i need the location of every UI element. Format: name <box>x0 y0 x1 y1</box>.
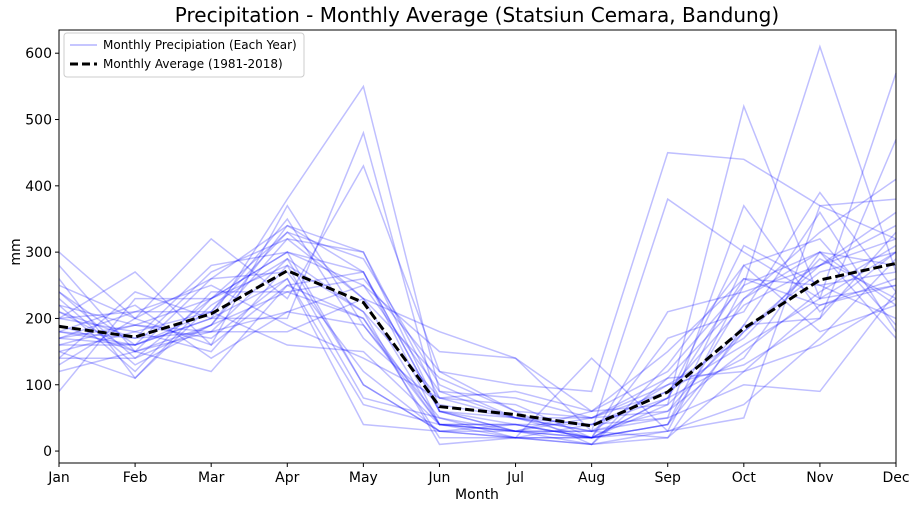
yearly-series-line-8 <box>58 103 897 439</box>
chart-title: Precipitation - Monthly Average (Statsiu… <box>175 3 779 27</box>
yearly-series-line-5 <box>58 151 897 393</box>
yearly-series-line-24 <box>58 251 897 419</box>
plot-frame <box>58 29 897 464</box>
yearly-series-line-15 <box>59 237 897 413</box>
yearly-series-line-20 <box>58 72 897 433</box>
yearly-series-line-7 <box>58 257 897 419</box>
legend-box <box>63 32 305 78</box>
yearly-series-line-21 <box>58 178 897 439</box>
legend-label-yearly: Monthly Precipiation (Each Year) <box>103 38 297 52</box>
yearly-series-line-3 <box>58 244 897 439</box>
yearly-series-line-25 <box>58 204 897 432</box>
y-tick-label: 400 <box>25 179 52 195</box>
yearly-series-line-2 <box>58 84 897 432</box>
yearly-series-line-14 <box>58 130 897 419</box>
yearly-series-line-17 <box>58 251 897 432</box>
yearly-series-line-29 <box>58 238 897 446</box>
yearly-series-line-16 <box>58 264 897 439</box>
y-tick-label: 0 <box>43 444 52 460</box>
yearly-series-line-30 <box>58 257 897 426</box>
x-tick-label: Sep <box>655 470 682 486</box>
y-tick-label: 500 <box>25 113 52 129</box>
x-tick-label: Jul <box>506 470 524 486</box>
x-tick-label: Feb <box>123 470 148 486</box>
yearly-series-line-19 <box>58 191 897 439</box>
y-tick-label: 100 <box>25 378 52 394</box>
yearly-series-line-18 <box>58 231 897 432</box>
yearly-series-line-12 <box>58 44 897 432</box>
yearly-series-line-27 <box>58 251 897 446</box>
x-tick-label: Aug <box>578 470 605 486</box>
average-series-line <box>58 261 897 428</box>
x-tick-label: Dec <box>882 470 909 486</box>
yearly-series-line-23 <box>58 277 897 413</box>
y-axis-label: mm <box>8 238 24 265</box>
legend: Monthly Precipiation (Each Year) Monthly… <box>63 32 305 78</box>
yearly-series-line-6 <box>58 224 897 446</box>
yearly-series-line-10 <box>58 250 897 432</box>
yearly-series-line-28 <box>58 224 897 439</box>
legend-label-average: Monthly Average (1981-2018) <box>103 57 283 71</box>
x-tick-label: Oct <box>732 470 757 486</box>
x-tick-label: Apr <box>275 470 299 486</box>
series-layer <box>58 44 897 446</box>
y-tick-label: 200 <box>25 311 52 327</box>
yearly-series-line-11 <box>58 264 897 446</box>
y-tick-label: 600 <box>25 46 52 62</box>
yearly-series-line-22 <box>58 211 897 439</box>
x-tick-label: Jun <box>428 470 451 486</box>
yearly-series-line-26 <box>58 251 897 439</box>
x-tick-label: Mar <box>198 470 225 486</box>
y-tick-label: 300 <box>25 245 52 261</box>
yearly-series-line-13 <box>58 238 897 439</box>
x-tick-label: Jan <box>47 470 70 486</box>
yearly-series-line-1 <box>58 224 897 439</box>
x-axis-label: Month <box>455 487 499 503</box>
axes-layer: Jan Feb Mar Apr May Jun Jul Aug Sep Oct Nov Dec 0 100… <box>25 46 909 486</box>
x-tick-label: Nov <box>806 470 833 486</box>
x-tick-label: May <box>349 470 378 486</box>
